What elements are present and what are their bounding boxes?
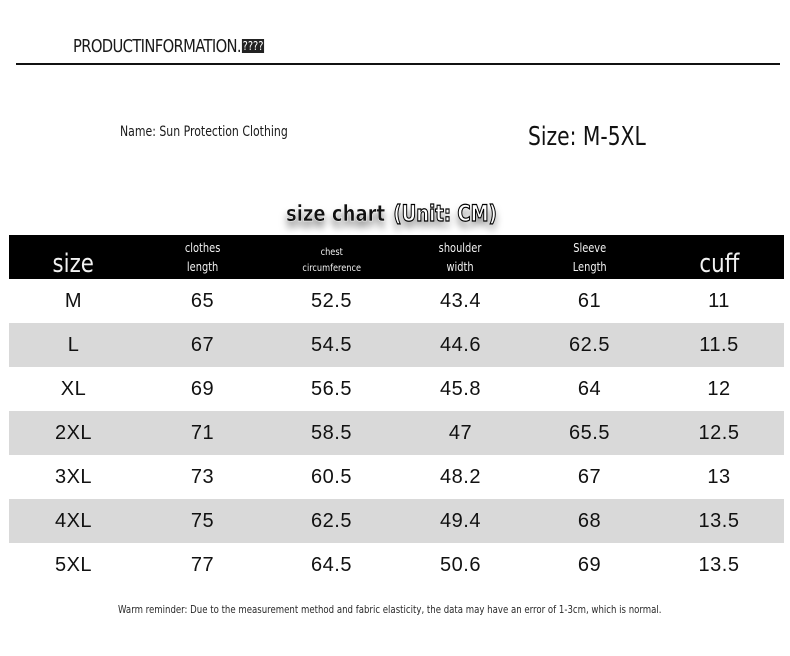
cell-cuff: 11.5 [654, 323, 784, 367]
cell-clothes-length: 69 [190, 377, 215, 400]
cell-sleeve: 67 [577, 465, 602, 488]
cell-sleeve: 68 [525, 499, 654, 543]
cell-size: 5XL [54, 553, 93, 576]
size-chart-title-text: size chart [286, 202, 386, 228]
cell-cuff: 13.5 [654, 499, 784, 543]
product-name-label: Name: Sun Protection Clothing [120, 124, 288, 140]
cell-chest: 62.5 [267, 499, 396, 543]
cell-cuff: 11 [708, 289, 730, 312]
cell-size: 2XL [9, 411, 138, 455]
cell-cuff: 13 [707, 465, 731, 488]
table-row: 3XL 73 60.5 48.2 67 13 [9, 455, 784, 499]
table-row: 4XL 75 62.5 49.4 68 13.5 [9, 499, 784, 543]
table-row: XL 69 56.5 45.8 64 12 [9, 367, 784, 411]
size-table: size clothes length chest circumference sh… [9, 235, 784, 587]
header-divider [16, 63, 780, 65]
size-chart-unit: (Unit: CM) [393, 201, 497, 227]
cell-sleeve: 61 [577, 289, 602, 312]
cell-chest: 56.5 [311, 377, 352, 400]
table-row: L 67 54.5 44.6 62.5 11.5 [9, 323, 784, 367]
cell-sleeve: 62.5 [525, 323, 654, 367]
cell-shoulder: 49.4 [396, 499, 525, 543]
cell-shoulder: 43.4 [440, 289, 481, 312]
warm-reminder: Warm reminder: Due to the measurement me… [118, 603, 662, 616]
page-title: PRODUCTINFORMATION.???? [73, 36, 265, 57]
column-header-shoulder-width: shoulder width [396, 235, 525, 279]
cell-chest: 52.5 [311, 289, 352, 312]
cell-sleeve: 65.5 [525, 411, 654, 455]
cell-size: XL [60, 377, 87, 400]
cell-clothes-length: 73 [190, 465, 215, 488]
cell-size: M [64, 289, 83, 312]
column-header-sleeve-length: Sleeve Length [525, 235, 654, 279]
cell-clothes-length: 67 [138, 323, 267, 367]
cell-size: 4XL [9, 499, 138, 543]
cell-clothes-length: 77 [190, 553, 215, 576]
cell-cuff: 13.5 [698, 553, 740, 576]
cell-clothes-length: 65 [190, 289, 215, 312]
page-title-text: PRODUCTINFORMATION. [73, 36, 242, 57]
cell-sleeve: 64 [577, 377, 602, 400]
cell-chest: 54.5 [267, 323, 396, 367]
size-chart-title: size chart (Unit: CM) [286, 201, 498, 228]
cell-shoulder: 45.8 [440, 377, 481, 400]
size-range-label: Size: M-5XL [528, 122, 646, 152]
table-row: 5XL 77 64.5 50.6 69 13.5 [9, 543, 784, 587]
cell-shoulder: 48.2 [440, 465, 481, 488]
column-header-size: size [9, 235, 138, 279]
cell-clothes-length: 71 [138, 411, 267, 455]
cell-chest: 60.5 [311, 465, 352, 488]
cell-shoulder: 50.6 [440, 553, 481, 576]
cell-size: 3XL [54, 465, 93, 488]
garbled-glyphs: ???? [241, 39, 265, 53]
cell-cuff: 12.5 [654, 411, 784, 455]
cell-chest: 64.5 [311, 553, 352, 576]
column-header-chest-circumference: chest circumference [267, 235, 396, 279]
cell-size: L [9, 323, 138, 367]
cell-shoulder: 44.6 [396, 323, 525, 367]
cell-cuff: 12 [707, 377, 731, 400]
table-header-row: size clothes length chest circumference sh… [9, 235, 784, 279]
cell-chest: 58.5 [267, 411, 396, 455]
cell-clothes-length: 75 [138, 499, 267, 543]
column-header-clothes-length: clothes length [138, 235, 267, 279]
column-header-cuff: cuff [654, 235, 784, 279]
cell-shoulder: 47 [396, 411, 525, 455]
cell-sleeve: 69 [577, 553, 602, 576]
table-row: M 65 52.5 43.4 61 11 [9, 279, 784, 323]
table-row: 2XL 71 58.5 47 65.5 12.5 [9, 411, 784, 455]
